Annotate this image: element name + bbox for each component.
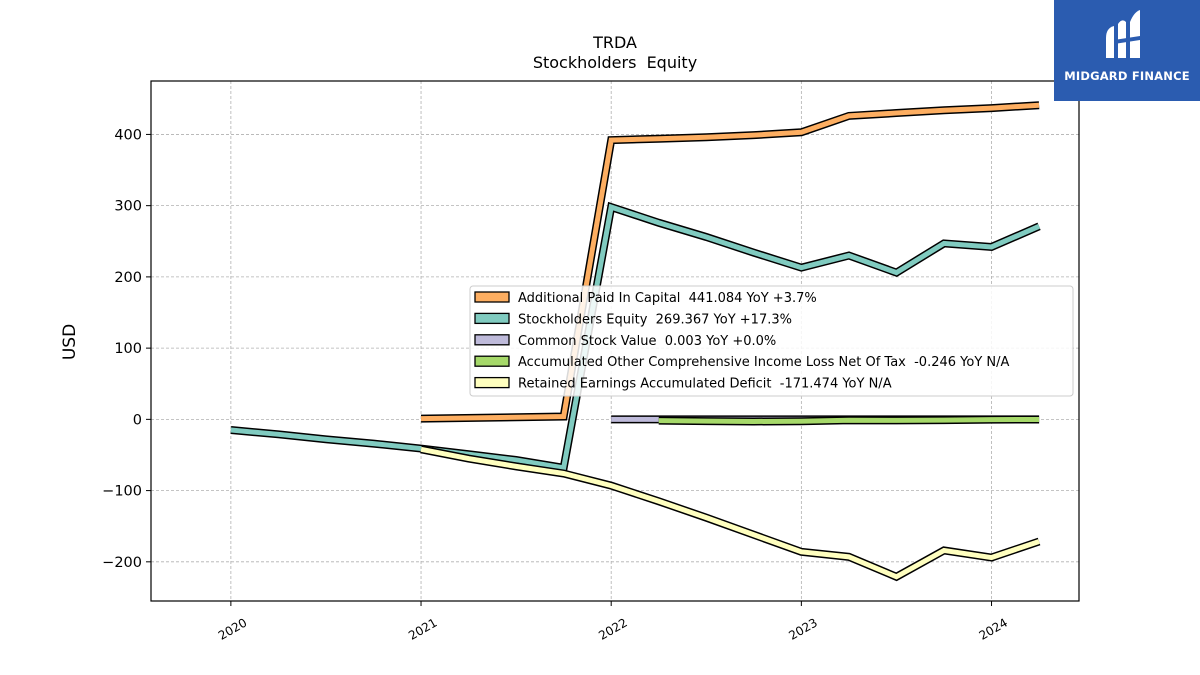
- series-0: [420, 101, 1040, 423]
- series-line: [658, 417, 1040, 424]
- plot-frame: [150, 80, 1080, 602]
- y-tick-label: −100: [102, 484, 142, 500]
- y-tick-label: 0: [133, 412, 142, 428]
- legend-swatch: [474, 312, 510, 325]
- y-tick-label: −200: [102, 555, 142, 571]
- legend-label: Additional Paid In Capital 441.084 YoY +…: [518, 291, 817, 306]
- series-line: [420, 446, 1040, 580]
- legend-label: Accumulated Other Comprehensive Income L…: [518, 355, 1009, 370]
- legend-label: Retained Earnings Accumulated Deficit -1…: [518, 377, 892, 392]
- y-axis-label: USD: [60, 324, 80, 360]
- legend-label: Stockholders Equity 269.367 YoY +17.3%: [518, 312, 792, 327]
- legend-swatch: [474, 376, 510, 389]
- logo-mark-icon: [1106, 10, 1140, 58]
- series-3: [658, 415, 1040, 426]
- series-line: [230, 203, 1041, 471]
- x-tick-label: 2024: [977, 615, 1010, 642]
- series-1: [230, 201, 1041, 473]
- x-tick-label: 2022: [596, 615, 629, 642]
- x-tick-label: 2023: [786, 615, 819, 642]
- x-tick-label: 2021: [406, 615, 439, 642]
- legend-label: Common Stock Value 0.003 YoY +0.0%: [518, 334, 776, 349]
- legend-box: [469, 285, 1074, 397]
- series-line: [420, 102, 1040, 422]
- legend: Additional Paid In Capital 441.084 YoY +…: [469, 285, 1074, 397]
- legend-swatch: [474, 334, 510, 346]
- y-tick-label: 100: [114, 341, 142, 357]
- y-tick-label: 300: [114, 199, 142, 215]
- series-layer: [230, 101, 1041, 582]
- logo-text: MIDGARD FINANCE: [1064, 69, 1190, 83]
- legend-swatch: [474, 291, 510, 303]
- chart-title: TRDA: [592, 33, 637, 52]
- brand-logo: MIDGARD FINANCE: [1054, 0, 1200, 101]
- y-tick-label: 400: [114, 127, 142, 143]
- legend-swatch: [474, 355, 510, 367]
- y-tick-label: 200: [114, 270, 142, 286]
- chart-subtitle: Stockholders Equity: [533, 53, 697, 72]
- x-tick-label: 2020: [216, 615, 249, 642]
- series-4: [420, 445, 1041, 582]
